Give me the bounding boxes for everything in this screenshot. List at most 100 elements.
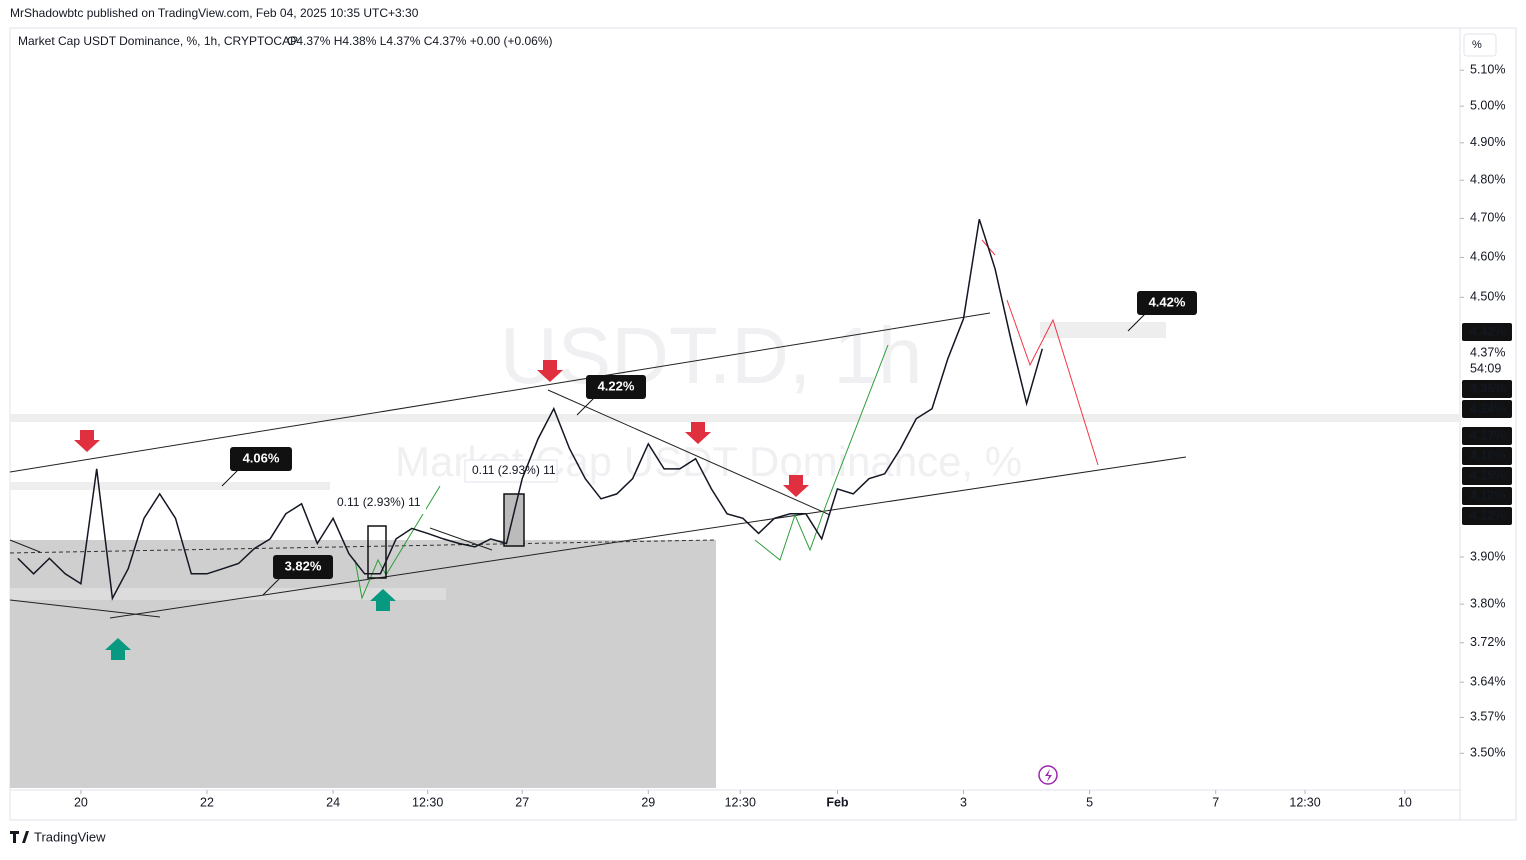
- callout: [586, 375, 646, 399]
- trendline: [9, 539, 41, 553]
- footer-brand: TradingView: [34, 829, 106, 844]
- publisher: MrShadowbtc published on TradingView.com…: [10, 6, 419, 20]
- y-tick-label: 4.70%: [1470, 211, 1505, 225]
- price-label-box: [1462, 400, 1512, 418]
- x-tick-label: 22: [200, 795, 214, 809]
- callout-text: 4.42%: [1149, 294, 1186, 309]
- price-label-box: [1462, 380, 1512, 398]
- callout-pointer: [221, 469, 239, 487]
- event-icon[interactable]: [1038, 765, 1058, 785]
- x-tick-label: 12:30: [412, 795, 443, 809]
- measure-box: [503, 493, 525, 547]
- up-arrow: [370, 589, 396, 611]
- x-tick-label: 3: [960, 795, 967, 809]
- y-tick-label: 3.64%: [1470, 674, 1505, 688]
- x-tick-label: Feb: [826, 795, 849, 809]
- watermark: USDT.D, 1h: [500, 311, 922, 400]
- measure-label-bg: [332, 492, 426, 514]
- down-arrow: [685, 422, 711, 444]
- y-tick-label: 3.90%: [1470, 549, 1505, 563]
- x-tick-label: 29: [641, 795, 655, 809]
- drawings: [9, 239, 1460, 788]
- y-tick-label: 4.80%: [1470, 173, 1505, 187]
- y-tick-label: 4.60%: [1470, 250, 1505, 264]
- callout-pointer: [576, 397, 595, 416]
- trendline: [547, 389, 831, 516]
- price-label: 4.12%: [1470, 488, 1505, 502]
- y-tick-label: 3.80%: [1470, 596, 1505, 610]
- logo-mark: [10, 831, 29, 843]
- x-tick-label: 12:30: [1289, 795, 1320, 809]
- price-label-box: [1462, 487, 1512, 505]
- frame: [9, 27, 1517, 821]
- price-label: 4.24%: [1470, 401, 1505, 415]
- measure-label-bg: [464, 459, 558, 483]
- unit-label: %: [1472, 39, 1482, 51]
- down-arrow: [537, 360, 563, 382]
- unit-button[interactable]: [1463, 33, 1497, 57]
- x-tick-label: 5: [1086, 795, 1093, 809]
- trendline: [429, 527, 493, 551]
- y-tick-label: 4.50%: [1470, 290, 1505, 304]
- projection-down: [1006, 299, 1099, 466]
- price-label: 4.15%: [1470, 468, 1505, 482]
- x-tick-label: 12:30: [725, 795, 756, 809]
- price-label: 54:09: [1470, 361, 1501, 375]
- price-label: 4.42%: [1470, 324, 1505, 338]
- trendline: [9, 312, 991, 473]
- event-icon-bolt: [1045, 769, 1052, 782]
- down-arrow: [783, 475, 809, 497]
- callout-text: 3.82%: [285, 558, 322, 573]
- x-tick-label: 27: [515, 795, 529, 809]
- projection-up: [354, 485, 441, 600]
- band: [1040, 322, 1166, 338]
- callout-text: 4.06%: [243, 450, 280, 465]
- callout-pointer: [1127, 313, 1146, 332]
- callout-text: 4.22%: [598, 378, 635, 393]
- price-label-box: [1462, 447, 1512, 465]
- callout: [1137, 291, 1197, 315]
- price-label: 4.16%: [1470, 448, 1505, 462]
- tv-logo: TradingView: [10, 829, 106, 844]
- y-tick-label: 5.00%: [1470, 98, 1505, 112]
- price-label: 4.17%: [1470, 428, 1505, 442]
- measure-box: [367, 525, 387, 579]
- projection-up: [754, 344, 889, 561]
- x-tick-label: 7: [1212, 795, 1219, 809]
- x-tick-label: 20: [74, 795, 88, 809]
- zone: [10, 540, 716, 788]
- price-label-box: [1462, 427, 1512, 445]
- price-label: 4.37%: [1470, 345, 1505, 359]
- y-tick-label: 4.90%: [1470, 135, 1505, 149]
- measure-label: 0.11 (2.93%) 11: [337, 495, 421, 509]
- up-arrow: [105, 638, 131, 660]
- y-tick-label: 3.57%: [1470, 710, 1505, 724]
- dashed-line: [9, 539, 717, 554]
- callout: [273, 555, 333, 579]
- y-tick-label: 5.10%: [1470, 62, 1505, 76]
- callout-pointer: [262, 577, 281, 596]
- price-label-box: [1462, 507, 1512, 525]
- callout: [230, 447, 292, 471]
- y-tick-label: 3.50%: [1470, 746, 1505, 760]
- down-arrow: [74, 430, 100, 452]
- callouts: 4.06% 3.82% 4.22% 4.42% 0.11 (2.93%) 11 …: [221, 291, 1197, 596]
- x-tick-label: 10: [1398, 795, 1412, 809]
- band: [10, 588, 446, 600]
- legend-ohlc: O4.37% H4.38% L4.37% C4.37% +0.00 (+0.06…: [287, 34, 553, 48]
- trendline: [109, 456, 1187, 619]
- price-label: 4.12%: [1470, 508, 1505, 522]
- legend-title: Market Cap USDT Dominance, %, 1h, CRYPTO…: [18, 34, 298, 48]
- x-tick-label: 24: [326, 795, 340, 809]
- measure-label: 0.11 (2.93%) 11: [472, 463, 556, 477]
- band: [10, 414, 1460, 422]
- y-tick-label: 3.72%: [1470, 635, 1505, 649]
- price-label: 4.35%: [1470, 381, 1505, 395]
- band: [10, 482, 330, 490]
- trendline: [9, 599, 161, 618]
- price-line: [17, 218, 1044, 601]
- price-label-box: [1462, 323, 1512, 341]
- price-label-box: [1462, 467, 1512, 485]
